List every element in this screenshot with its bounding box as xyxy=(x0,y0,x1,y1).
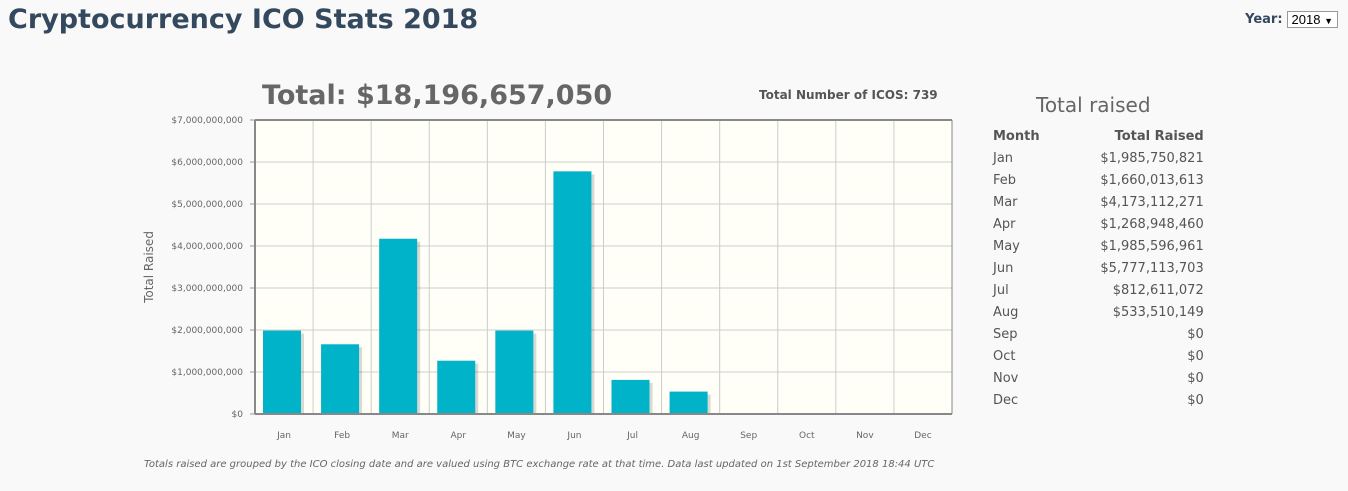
y-tick-label: $5,000,000,000 xyxy=(171,200,243,210)
year-select[interactable]: 2018 ▼ xyxy=(1286,11,1338,28)
x-tick-label: Aug xyxy=(682,431,700,441)
table-row: Mar $4,173,112,271 xyxy=(988,191,1209,213)
totals-table: Month Total Raised Jan $1,985,750,821 Feb $… xyxy=(988,125,1209,411)
month-cell: Jul xyxy=(993,282,1009,298)
month-cell: Jun xyxy=(993,260,1014,276)
y-axis-label: Total Raised xyxy=(142,231,156,304)
table-row: Jul $812,611,072 xyxy=(988,279,1209,301)
x-tick-label: Mar xyxy=(392,431,409,441)
month-cell: Feb xyxy=(993,172,1017,188)
y-tick-label: $1,000,000,000 xyxy=(171,368,243,378)
table-title: Total raised xyxy=(1036,93,1151,117)
bar-jul xyxy=(611,379,650,414)
total-cell: $1,268,948,460 xyxy=(1100,216,1204,232)
month-cell: Mar xyxy=(993,194,1018,210)
month-cell: Apr xyxy=(993,216,1016,232)
month-cell: Aug xyxy=(993,304,1019,320)
month-cell: Jan xyxy=(993,150,1014,166)
month-cell: May xyxy=(993,238,1020,254)
x-tick-label: Oct xyxy=(799,431,815,441)
x-tick-label: Nov xyxy=(856,431,874,441)
year-label: Year: xyxy=(1245,12,1283,27)
bar-chart: $0 $1,000,000,000 $2,000,000,000 $3,000,000… xyxy=(142,116,953,441)
total-cell: $1,985,750,821 xyxy=(1100,150,1204,166)
total-cell: $5,777,113,703 xyxy=(1100,260,1204,276)
x-tick-label: Sep xyxy=(740,431,757,441)
table-row: Oct $0 xyxy=(988,345,1209,367)
dropdown-arrow-icon: ▼ xyxy=(1324,16,1333,26)
month-cell: Oct xyxy=(993,348,1016,364)
bar-jan xyxy=(263,330,301,414)
page-title: Cryptocurrency ICO Stats 2018 xyxy=(8,4,479,35)
bar-jun xyxy=(553,171,592,414)
table-row: Aug $533,510,149 xyxy=(988,301,1209,323)
total-cell: $0 xyxy=(1187,326,1204,342)
y-tick-label: $4,000,000,000 xyxy=(171,242,243,252)
bar-mar xyxy=(379,238,418,414)
total-cell: $0 xyxy=(1187,392,1204,408)
table-row: Dec $0 xyxy=(988,389,1209,411)
bar-aug xyxy=(669,391,708,414)
y-tick-label: $7,000,000,000 xyxy=(171,116,243,126)
total-cell: $0 xyxy=(1187,370,1204,386)
bar-feb xyxy=(321,344,360,414)
footnote: Totals raised are grouped by the ICO clo… xyxy=(144,459,935,470)
total-raised: Total: $18,196,657,050 xyxy=(262,80,613,111)
ico-count: Total Number of ICOS: 739 xyxy=(759,88,938,102)
total-cell: $1,660,013,613 xyxy=(1100,172,1204,188)
y-tick-label: $0 xyxy=(232,410,244,420)
x-tick-label: May xyxy=(507,431,526,441)
table-row: Feb $1,660,013,613 xyxy=(988,169,1209,191)
month-cell: Nov xyxy=(993,370,1019,386)
month-cell: Sep xyxy=(993,326,1018,342)
x-tick-label: Dec xyxy=(914,431,931,441)
x-tick-label: Jul xyxy=(626,431,638,441)
x-tick-label: Jan xyxy=(276,431,291,441)
x-tick-label: Apr xyxy=(451,431,467,441)
total-cell: $812,611,072 xyxy=(1112,282,1204,298)
x-tick-label: Jun xyxy=(566,431,581,441)
table-row: Jun $5,777,113,703 xyxy=(988,257,1209,279)
table-row: Nov $0 xyxy=(988,367,1209,389)
bar-may xyxy=(495,330,534,414)
year-value: 2018 xyxy=(1291,12,1321,27)
y-tick-label: $3,000,000,000 xyxy=(171,284,243,294)
table-row: Apr $1,268,948,460 xyxy=(988,213,1209,235)
month-cell: Dec xyxy=(993,392,1019,408)
table-row: Jan $1,985,750,821 xyxy=(988,147,1209,169)
year-selector: Year: 2018 ▼ xyxy=(1245,11,1338,28)
table-row: Sep $0 xyxy=(988,323,1209,345)
column-header-total: Total Raised xyxy=(1114,128,1204,144)
table-row: May $1,985,596,961 xyxy=(988,235,1209,257)
bar-apr xyxy=(437,360,476,414)
total-cell: $533,510,149 xyxy=(1112,304,1204,320)
total-cell: $4,173,112,271 xyxy=(1100,194,1204,210)
x-tick-label: Feb xyxy=(334,431,350,441)
y-tick-label: $6,000,000,000 xyxy=(171,158,243,168)
total-cell: $0 xyxy=(1187,348,1204,364)
y-tick-label: $2,000,000,000 xyxy=(171,326,243,336)
column-header-month: Month xyxy=(993,128,1040,144)
total-cell: $1,985,596,961 xyxy=(1100,238,1204,254)
